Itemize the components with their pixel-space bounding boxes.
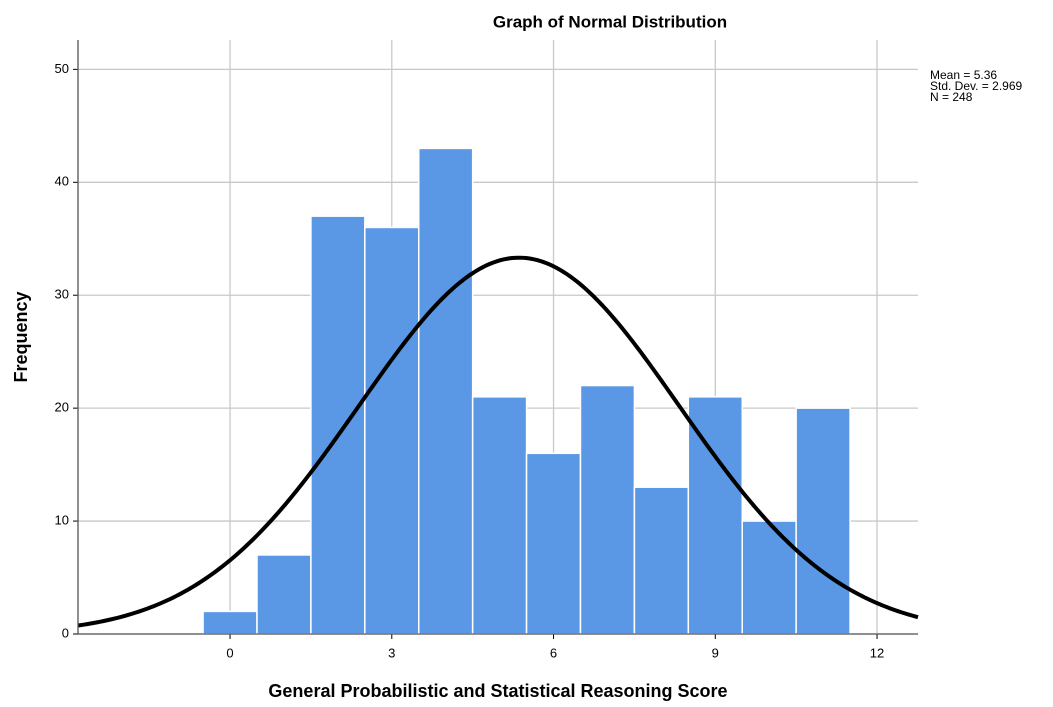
x-tick-label: 0 bbox=[226, 645, 233, 660]
y-tick-label: 50 bbox=[55, 61, 69, 76]
bar bbox=[310, 215, 366, 635]
x-tick-label: 6 bbox=[550, 645, 557, 660]
bar bbox=[256, 554, 312, 635]
y-tick-label: 20 bbox=[55, 400, 69, 415]
y-tick-label: 40 bbox=[55, 174, 69, 189]
bar bbox=[417, 147, 474, 635]
bar bbox=[364, 226, 420, 635]
chart-title: Graph of Normal Distribution bbox=[493, 12, 727, 31]
x-axis-label: General Probabilistic and Statistical Re… bbox=[268, 681, 727, 701]
y-tick-label: 10 bbox=[55, 513, 69, 528]
bar bbox=[687, 396, 743, 635]
axes: 0 10 20 30 40 50 0 3 6 9 12 bbox=[55, 40, 918, 660]
x-tick-label: 12 bbox=[870, 645, 884, 660]
y-axis-label: Frequency bbox=[11, 291, 31, 382]
bar bbox=[795, 407, 851, 635]
bar bbox=[741, 520, 797, 635]
bar bbox=[633, 486, 690, 635]
stat-label: Mean = 5.36 bbox=[930, 68, 997, 82]
curve-layer bbox=[77, 255, 919, 628]
y-tick-label: 30 bbox=[55, 287, 69, 302]
bar bbox=[471, 396, 528, 635]
bar bbox=[525, 452, 582, 635]
bar bbox=[202, 610, 258, 635]
bars bbox=[202, 147, 851, 635]
bar bbox=[579, 384, 636, 635]
normal-curve bbox=[77, 255, 919, 628]
x-tick-label: 9 bbox=[712, 645, 719, 660]
stat-label: N = 248 bbox=[930, 90, 973, 104]
x-tick-label: 3 bbox=[388, 645, 395, 660]
stat-label: Std. Dev. = 2.969 bbox=[930, 79, 1022, 93]
y-tick-label: 0 bbox=[62, 625, 69, 640]
